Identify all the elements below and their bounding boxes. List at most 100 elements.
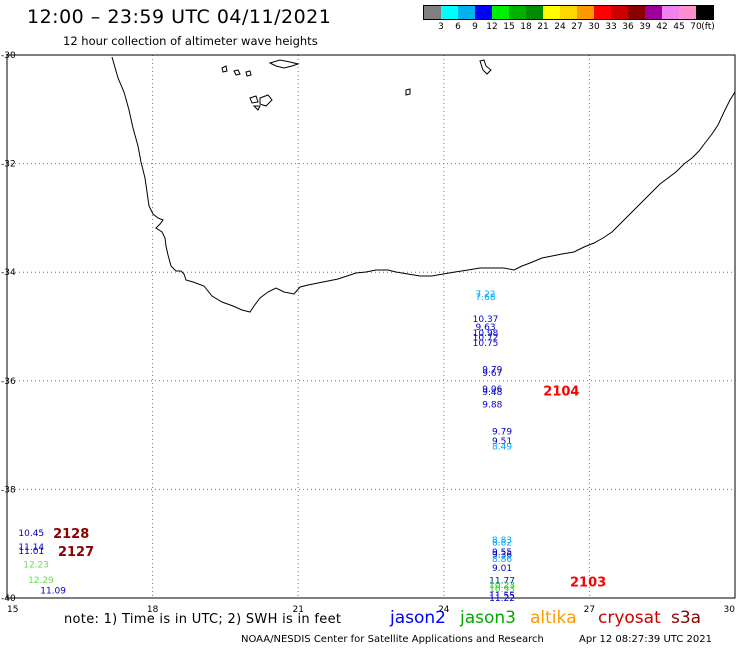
coastline-path [111,56,736,313]
map-frame [6,54,736,599]
legend-swatch [628,6,645,19]
legend-label: 15 [503,22,515,32]
mission-s3a: s3a [671,608,702,628]
wave-height-label: 8.82 [492,539,512,549]
legend-label: 45 [673,22,685,32]
wave-height-label: 9.36 [492,551,512,561]
wave-height-label: 8.83 [492,536,512,546]
legend-swatches [423,5,714,20]
wave-height-label: 9.67 [482,369,502,379]
wave-height-label: 9.55 [492,548,512,558]
island-5 [249,95,259,104]
wave-height-label: 9.01 [492,564,512,574]
wave-height-label: 10.45 [18,529,44,539]
legend-swatch [662,6,679,19]
wave-height-label: 10.75 [473,339,499,349]
footer-credit: NOAA/NESDIS Center for Satellite Applica… [241,634,544,645]
page-subtitle: 12 hour collection of altimeter wave hei… [63,34,318,48]
legend-swatch [543,6,560,19]
island-9 [405,88,411,96]
x-tick-label: 21 [292,605,303,615]
color-scale-legend: 3 6 9 12 15 18 21 24 27 30 33 36 39 42 45 70 (ft) [423,5,715,36]
wave-height-label: 8.49 [492,443,512,453]
wave-height-label: 11.22 [489,594,515,604]
wave-height-label: 9.63 [476,323,496,333]
legend-swatch [526,6,543,19]
island-2 [233,69,241,76]
wave-height-label: 10.98 [473,329,499,339]
legend-label: 9 [472,22,478,32]
wave-height-label: 11.09 [40,586,66,596]
legend-labels: 3 6 9 12 15 18 21 24 27 30 33 36 39 42 45 70 (ft) [423,22,715,36]
wave-height-label: 7.68 [476,293,496,303]
wave-height-observations: 7.227.6810.379.6310.9810.7210.759.799.67… [18,290,515,604]
legend-swatch [696,6,713,19]
legend-label: 36 [622,22,634,32]
wave-height-label: 10.23 [489,581,515,591]
x-tick-label: 24 [438,605,450,615]
legend-swatch [458,6,475,19]
wave-height-label: 9.79 [492,427,512,437]
coastline [111,56,736,313]
wave-height-label: 10.72 [473,333,499,343]
wave-height-label: 9.51 [492,437,512,447]
pass-number-labels: 2104 2103 2128 2127 [53,385,606,591]
legend-unit: (ft) [701,22,715,32]
legend-swatch [424,6,441,19]
wave-height-label: 9.79 [482,365,502,375]
y-axis-tick-labels: -30 -32 -34 -36 -38 -40 [1,51,16,604]
x-tick-label: 30 [724,605,736,615]
wave-height-label: 12.29 [28,576,54,586]
pass-number-label: 2104 [543,385,579,400]
island-4 [268,59,300,69]
x-tick-label: 18 [147,605,159,615]
legend-label: 24 [554,22,566,32]
wave-height-label: 10.37 [473,315,499,325]
page-title: 12:00 – 23:59 UTC 04/11/2021 [27,6,332,28]
legend-swatch [475,6,492,19]
legend-label: 18 [520,22,532,32]
y-tick-label: -32 [1,160,16,170]
legend-label: 30 [588,22,600,32]
y-tick-label: -40 [1,594,16,604]
island-7 [252,105,261,111]
island-6 [259,94,273,107]
legend-label: 6 [455,22,461,32]
mission-altika: altika [530,608,577,628]
legend-swatch [679,6,696,19]
legend-swatch [594,6,611,19]
island-3 [245,70,252,77]
x-tick-label: 15 [7,605,18,615]
wave-height-label: 11.14 [18,543,44,553]
mission-jason2: jason2 [390,608,446,628]
legend-label: 12 [486,22,498,32]
legend-label: 21 [537,22,549,32]
wave-height-label: 11.01 [18,547,44,557]
grid-lines [7,55,735,598]
footer-timestamp: Apr 12 08:27:39 UTC 2021 [579,634,712,645]
legend-swatch [441,6,458,19]
legend-label: 33 [605,22,617,32]
x-axis-tick-labels: 15 18 21 24 27 30 [7,605,735,615]
legend-swatch [577,6,594,19]
y-tick-label: -36 [1,377,16,387]
island-1 [221,65,228,73]
legend-swatch [492,6,509,19]
wave-height-label: 9.88 [482,401,502,411]
pass-number-label: 2127 [58,545,94,560]
wave-height-label: 10.93 [489,585,515,595]
pass-number-label: 2103 [570,576,606,591]
wave-height-label: 9.48 [482,388,502,398]
note-text: note: 1) Time is in UTC; 2) SWH is in fe… [64,612,342,627]
legend-label: 70 [690,22,702,32]
wave-height-label: 8.86 [492,555,512,565]
legend-label: 39 [639,22,651,32]
wave-height-label: 9.06 [482,385,502,395]
mission-jason3: jason3 [460,608,516,628]
legend-label: 42 [656,22,668,32]
legend-swatch [611,6,628,19]
legend-swatch [645,6,662,19]
island-8 [479,59,492,75]
legend-swatch [560,6,577,19]
